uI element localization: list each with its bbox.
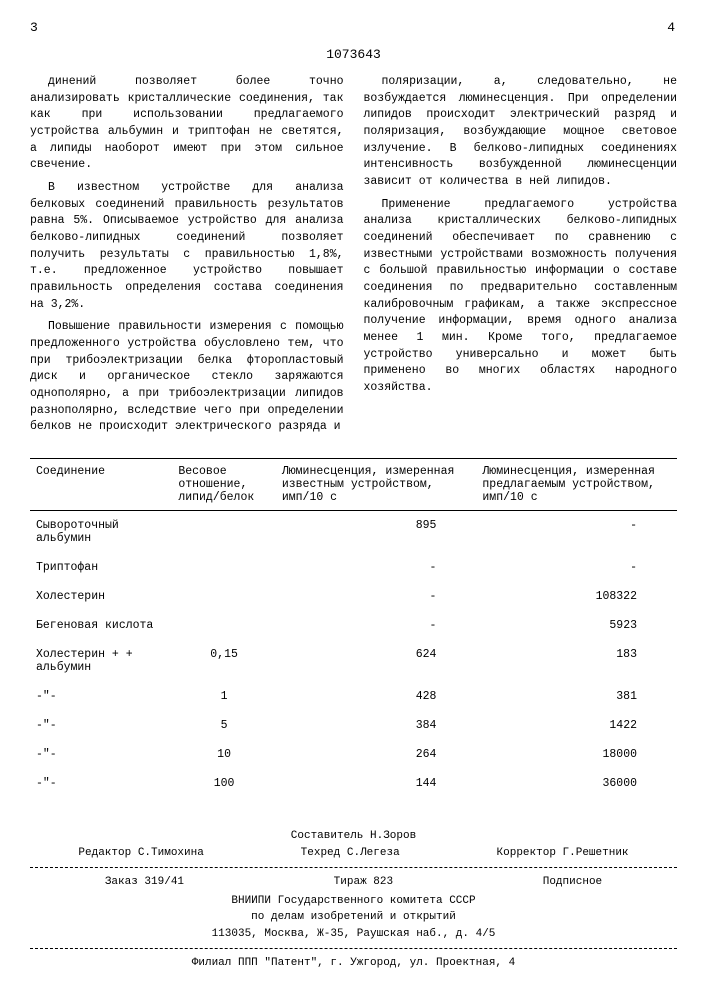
cell — [172, 553, 276, 582]
cell: -"- — [30, 682, 172, 711]
cell: 18000 — [476, 740, 677, 769]
corrector: Корректор Г.Решетник — [497, 845, 629, 862]
cell: - — [276, 582, 477, 611]
cell: Холестерин — [30, 582, 172, 611]
cell: Триптофан — [30, 553, 172, 582]
cell: 624 — [276, 640, 477, 682]
compiler: Составитель Н.Зоров — [30, 828, 677, 845]
separator — [30, 948, 677, 949]
cell: - — [276, 553, 477, 582]
para: Применение предлагаемого устройства анал… — [364, 197, 678, 397]
col-header: Люминесценция, измеренная предлагаемым у… — [476, 459, 677, 511]
branch: Филиал ППП "Патент", г. Ужгород, ул. Про… — [30, 955, 677, 972]
order-num: Заказ 319/41 — [105, 874, 184, 891]
table-body: Сывороточный альбумин895- Триптофан-- Хо… — [30, 511, 677, 799]
cell: 36000 — [476, 769, 677, 798]
cell: 183 — [476, 640, 677, 682]
cell: 1 — [172, 682, 276, 711]
cell: 5923 — [476, 611, 677, 640]
cell: 264 — [276, 740, 477, 769]
cell: Бегеновая кислота — [30, 611, 172, 640]
cell — [172, 611, 276, 640]
cell: 381 — [476, 682, 677, 711]
doc-number: 1073643 — [30, 47, 677, 62]
cell: -"- — [30, 769, 172, 798]
cell: 5 — [172, 711, 276, 740]
cell: 0,15 — [172, 640, 276, 682]
para: В известном устройстве для анализа белко… — [30, 180, 344, 313]
footer: Составитель Н.Зоров Редактор С.Тимохина … — [30, 828, 677, 972]
col-header: Люминесценция, измеренная известным устр… — [276, 459, 477, 511]
para: поляризации, а, следовательно, не возбуж… — [364, 74, 678, 191]
left-column: динений позволяет более точно анализиров… — [30, 74, 344, 442]
cell: -"- — [30, 711, 172, 740]
org-line2: по делам изобретений и открытий — [30, 909, 677, 926]
cell — [172, 582, 276, 611]
separator — [30, 867, 677, 868]
col-header: Соединение — [30, 459, 172, 511]
cell: 384 — [276, 711, 477, 740]
cell: 144 — [276, 769, 477, 798]
cell: Сывороточный альбумин — [30, 511, 172, 554]
data-table: Соединение Весовое отношение, липид/бело… — [30, 458, 677, 798]
cell: 108322 — [476, 582, 677, 611]
page-num-left: 3 — [30, 20, 40, 35]
para: динений позволяет более точно анализиров… — [30, 74, 344, 174]
para: Повышение правильности измерения с помощ… — [30, 319, 344, 436]
address1: 113035, Москва, Ж-35, Раушская наб., д. … — [30, 926, 677, 943]
cell: 895 — [276, 511, 477, 554]
cell: - — [476, 511, 677, 554]
text-columns: динений позволяет более точно анализиров… — [30, 74, 677, 442]
cell: - — [276, 611, 477, 640]
cell: - — [476, 553, 677, 582]
cell: 428 — [276, 682, 477, 711]
cell: 1422 — [476, 711, 677, 740]
subscription: Подписное — [543, 874, 602, 891]
cell: 100 — [172, 769, 276, 798]
cell — [172, 511, 276, 554]
techred: Техред С.Легеза — [301, 845, 400, 862]
cell: 10 — [172, 740, 276, 769]
editor: Редактор С.Тимохина — [78, 845, 203, 862]
page-num-right: 4 — [667, 20, 677, 35]
col-header: Весовое отношение, липид/белок — [172, 459, 276, 511]
tirage: Тираж 823 — [334, 874, 393, 891]
right-column: поляризации, а, следовательно, не возбуж… — [364, 74, 678, 442]
cell: -"- — [30, 740, 172, 769]
cell: Холестерин + + альбумин — [30, 640, 172, 682]
org-line1: ВНИИПИ Государственного комитета СССР — [30, 893, 677, 910]
